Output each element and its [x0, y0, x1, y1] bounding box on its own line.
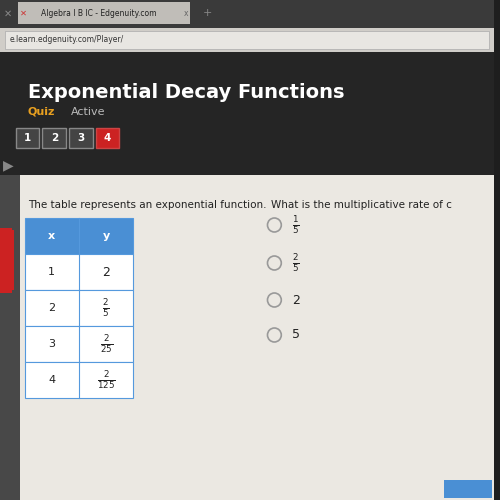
Text: x: x	[184, 8, 188, 18]
Text: 4: 4	[104, 133, 112, 143]
Bar	[0, 28, 494, 52]
Text: Active: Active	[71, 107, 106, 117]
Text: The table represents an exponential function.: The table represents an exponential func…	[28, 200, 266, 210]
Text: 2: 2	[48, 303, 56, 313]
Text: 3: 3	[48, 339, 56, 349]
Text: ✕: ✕	[20, 8, 27, 18]
Bar	[96, 128, 120, 148]
Bar	[24, 290, 133, 326]
Bar	[0, 228, 12, 293]
Text: Quiz: Quiz	[28, 107, 55, 117]
Text: Exponential Decay Functions: Exponential Decay Functions	[28, 82, 344, 102]
Text: 4: 4	[48, 375, 56, 385]
Text: $\frac{2}{25}$: $\frac{2}{25}$	[100, 333, 112, 355]
Text: ▶: ▶	[2, 158, 13, 172]
Bar	[24, 254, 133, 290]
Text: 2: 2	[292, 294, 300, 306]
Text: 1: 1	[24, 133, 32, 143]
Text: 5: 5	[292, 328, 300, 342]
Text: $\frac{2}{125}$: $\frac{2}{125}$	[97, 369, 116, 391]
Text: $\frac{2}{5}$: $\frac{2}{5}$	[292, 252, 300, 274]
Text: 1: 1	[48, 267, 56, 277]
Text: 2: 2	[102, 266, 110, 278]
Text: x: x	[48, 231, 56, 241]
Text: $\frac{1}{5}$: $\frac{1}{5}$	[292, 214, 300, 236]
Text: ✕: ✕	[4, 9, 12, 19]
Text: 2: 2	[50, 133, 58, 143]
Bar	[444, 480, 492, 498]
Bar	[5, 31, 488, 49]
Bar	[0, 0, 494, 28]
Bar	[24, 218, 133, 254]
Bar	[0, 175, 20, 500]
Text: e.learn.edgenuity.com/Player/: e.learn.edgenuity.com/Player/	[10, 36, 124, 44]
Text: 3: 3	[78, 133, 84, 143]
Bar	[0, 175, 494, 500]
Bar	[18, 2, 191, 24]
Bar	[16, 128, 40, 148]
Bar	[0, 52, 494, 175]
Text: +: +	[202, 8, 212, 18]
Bar	[24, 362, 133, 398]
Bar	[69, 128, 93, 148]
Text: $\frac{2}{5}$: $\frac{2}{5}$	[102, 297, 110, 319]
Text: Algebra I B IC - Edgenuity.com: Algebra I B IC - Edgenuity.com	[41, 8, 156, 18]
Bar	[24, 326, 133, 362]
Text: What is the multiplicative rate of c: What is the multiplicative rate of c	[272, 200, 452, 210]
Bar	[0, 230, 14, 290]
Text: y: y	[102, 231, 110, 241]
Bar	[42, 128, 66, 148]
